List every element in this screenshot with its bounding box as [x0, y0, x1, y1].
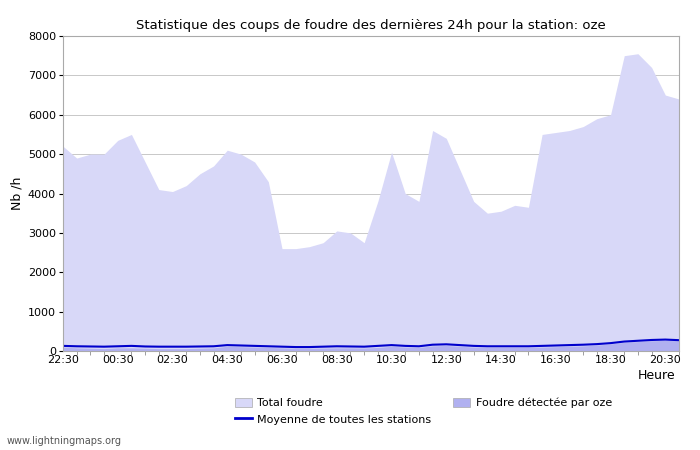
Text: www.lightningmaps.org: www.lightningmaps.org: [7, 436, 122, 446]
Title: Statistique des coups de foudre des dernières 24h pour la station: oze: Statistique des coups de foudre des dern…: [136, 19, 606, 32]
Legend: Total foudre, Moyenne de toutes les stations, Foudre détectée par oze: Total foudre, Moyenne de toutes les stat…: [235, 397, 612, 425]
Text: Heure: Heure: [638, 369, 676, 382]
Y-axis label: Nb /h: Nb /h: [10, 177, 24, 210]
